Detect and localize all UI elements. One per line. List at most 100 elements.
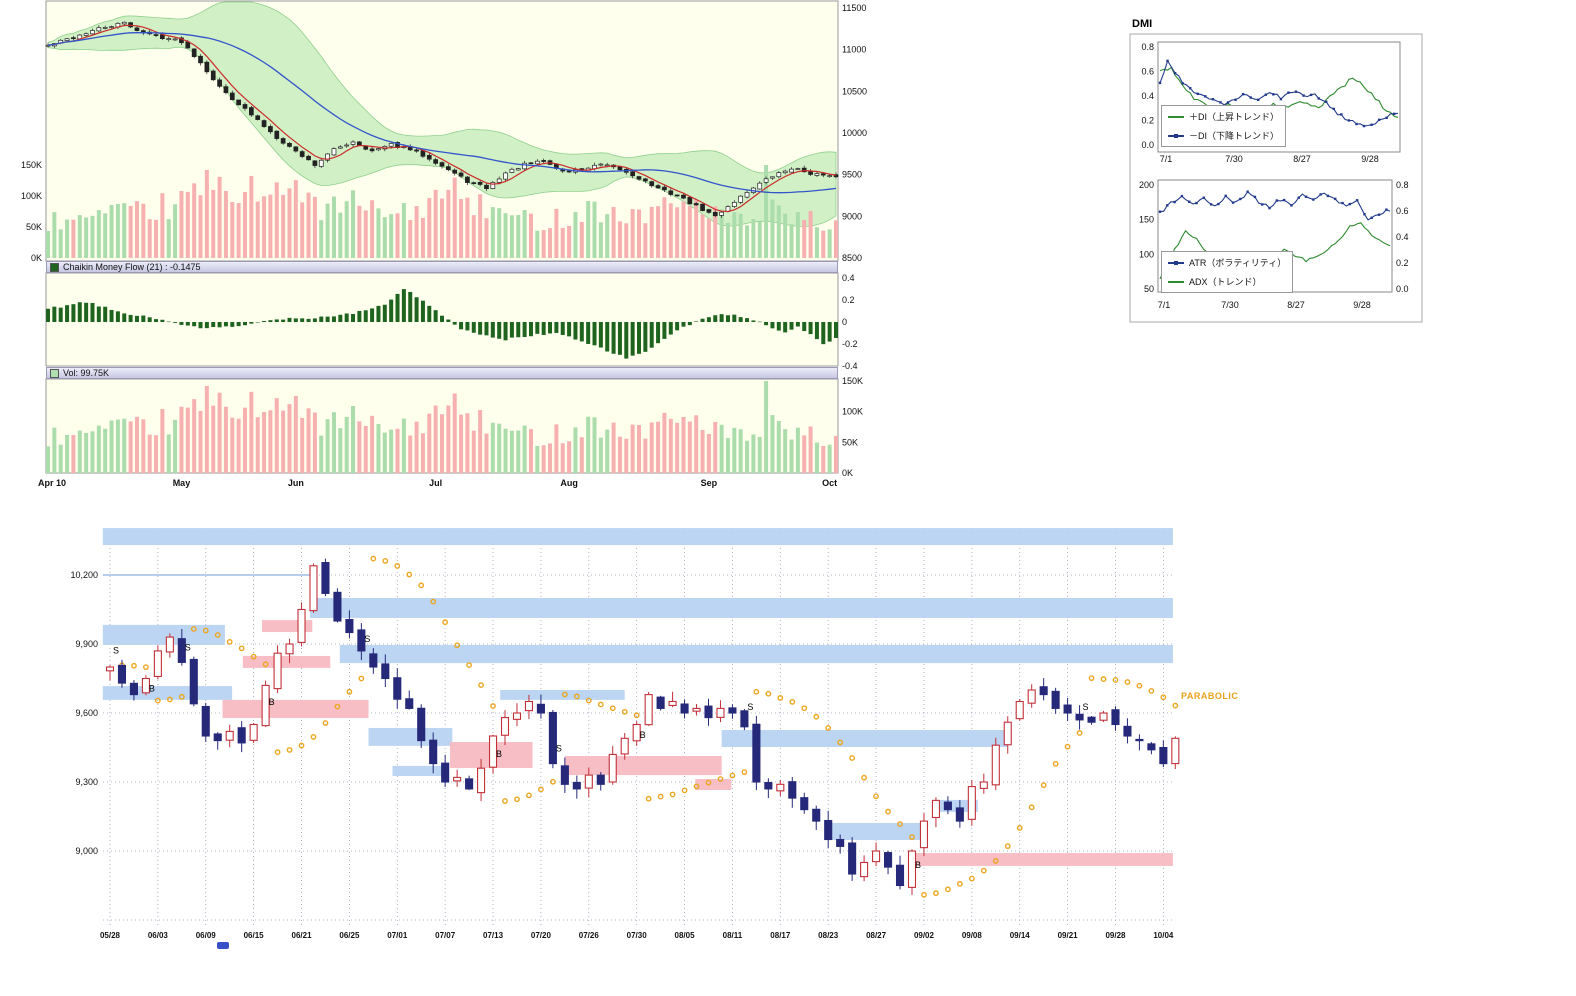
parabolic-date-label: 07/01: [387, 931, 408, 940]
month-label: Sep: [701, 478, 718, 488]
price-axis-label: 10500: [842, 86, 867, 96]
month-label: Apr 10: [38, 478, 66, 488]
parabolic-price-label: 9,000: [75, 846, 98, 856]
parabolic-date-label: 07/30: [627, 931, 648, 940]
buy-sell-marker: B: [269, 697, 275, 707]
dmi-widget-title: DMI: [1132, 18, 1153, 30]
month-label: Jun: [288, 478, 304, 488]
parabolic-date-label: 06/21: [292, 931, 313, 940]
di-axis-label: 0.6: [1141, 67, 1154, 77]
di-axis-label: 0.0: [1141, 140, 1154, 150]
signal-markers: S B S B S B S B S B S: [113, 634, 1089, 870]
atr-date-label: 9/28: [1353, 300, 1371, 310]
atr-date-label: 7/1: [1158, 300, 1171, 310]
atr-left-axis-label: 200: [1139, 180, 1154, 190]
plus-di-line-icon: [1168, 115, 1184, 118]
volume-axis-label: 0K: [31, 253, 42, 263]
atr-right-axis-label: 0.6: [1396, 206, 1409, 216]
atr-right-axis-label: 0.2: [1396, 258, 1409, 268]
adx-line-icon: [1168, 280, 1184, 283]
di-date-label: 7/30: [1225, 154, 1243, 164]
parabolic-chart: S B S B S B S B S B S 10,200 9,900 9,600 9,300 9,000 05/…: [70, 528, 1180, 949]
cmf-panel-title: Chaikin Money Flow (21) : -0.1475: [63, 262, 201, 272]
cmf-axis-label: 0.4: [842, 273, 855, 283]
buy-sell-marker: B: [915, 860, 921, 870]
atr-left-axis-label: 50: [1144, 284, 1154, 294]
atr-right-axis-label: 0.4: [1396, 232, 1409, 242]
parabolic-series-label: PARABOLIC: [1181, 691, 1239, 701]
volume-overlay-bars: [46, 165, 838, 258]
parabolic-date-label: 08/27: [866, 931, 887, 940]
di-date-label: 7/1: [1160, 154, 1173, 164]
parabolic-candles: [105, 558, 1180, 895]
parabolic-date-label: 09/21: [1058, 931, 1079, 940]
price-axis-label: 11000: [842, 45, 866, 55]
buy-sell-marker: S: [1083, 702, 1089, 712]
parabolic-date-label: 06/03: [148, 931, 169, 940]
di-date-label: 8/27: [1293, 154, 1311, 164]
month-label: Oct: [822, 478, 837, 488]
volume-panel-axis-label: 50K: [842, 437, 858, 447]
volume-panel-title: Vol: 99.75K: [63, 368, 110, 378]
legend-item-adx: ADX（トレンド）: [1168, 275, 1286, 288]
minus-di-label: －DI（下降トレンド）: [1189, 131, 1280, 141]
price-axis-label: 10000: [842, 128, 867, 138]
buy-sell-marker: S: [556, 744, 562, 754]
legend-item-minus-di: －DI（下降トレンド）: [1168, 129, 1279, 142]
volume-panel-header[interactable]: Vol: 99.75K: [46, 367, 838, 379]
atr-series-line: [1159, 190, 1391, 221]
month-label: May: [173, 478, 191, 488]
parabolic-date-label: 07/20: [531, 931, 552, 940]
gap-bands: [102, 528, 1173, 866]
adx-label: ADX（トレンド）: [1189, 277, 1262, 287]
minus-di-line-icon: [1168, 133, 1184, 138]
volume-panel-axis-label: 100K: [842, 407, 863, 417]
cmf-axis-label: 0: [842, 317, 847, 327]
parabolic-date-label: 07/13: [483, 931, 504, 940]
parabolic-date-label: 09/08: [962, 931, 983, 940]
price-axis-label: 8500: [842, 253, 862, 263]
cmf-axis-label: -0.2: [842, 339, 858, 349]
parabolic-date-label: 09/02: [914, 931, 935, 940]
cmf-panel-header[interactable]: Chaikin Money Flow (21) : -0.1475: [46, 261, 838, 273]
parabolic-date-label: 09/14: [1010, 931, 1031, 940]
parabolic-date-label: 09/28: [1105, 931, 1126, 940]
volume-panel-axis-label: 150K: [842, 376, 863, 386]
parabolic-date-label: 08/05: [675, 931, 696, 940]
cmf-axis-label: -0.4: [842, 361, 858, 371]
buy-sell-marker: S: [113, 646, 119, 656]
di-axis-label: 0.8: [1141, 42, 1154, 52]
volume-legend-swatch-icon: [50, 368, 59, 378]
parabolic-price-label: 9,600: [75, 708, 98, 718]
parabolic-date-label: 08/23: [818, 931, 839, 940]
parabolic-date-label: 07/07: [435, 931, 456, 940]
atr-right-axis-label: 0.8: [1396, 180, 1409, 190]
parabolic-date-label: 07/26: [579, 931, 600, 940]
buy-sell-marker: S: [364, 634, 370, 644]
price-axis-label: 9000: [842, 211, 862, 221]
buy-sell-marker: S: [747, 702, 753, 712]
atr-date-label: 8/27: [1287, 300, 1305, 310]
parabolic-date-label: 05/28: [100, 931, 121, 940]
month-label: Aug: [560, 478, 578, 488]
parabolic-price-label: 9,900: [75, 639, 98, 649]
buy-sell-marker: B: [640, 730, 646, 740]
mini-marker: [217, 942, 229, 949]
parabolic-price-label: 9,300: [75, 777, 98, 787]
atr-line-icon: [1168, 260, 1184, 265]
volume-axis-label: 150K: [21, 160, 42, 170]
buy-sell-marker: B: [149, 683, 155, 693]
di-axis-label: 0.4: [1141, 91, 1154, 101]
di-axis-label: 0.2: [1141, 116, 1154, 126]
price-axis-label: 11500: [842, 3, 866, 13]
parabolic-date-label: 08/17: [770, 931, 791, 940]
minus-di-marker-icon: [1174, 133, 1178, 138]
atr-label: ATR（ボラティリティ）: [1189, 258, 1287, 268]
parabolic-date-label: 08/11: [723, 931, 743, 940]
parabolic-price-label: 10,200: [70, 570, 98, 580]
buy-sell-marker: S: [185, 643, 191, 653]
volume-axis-label: 50K: [26, 222, 42, 232]
di-date-label: 9/28: [1361, 154, 1379, 164]
